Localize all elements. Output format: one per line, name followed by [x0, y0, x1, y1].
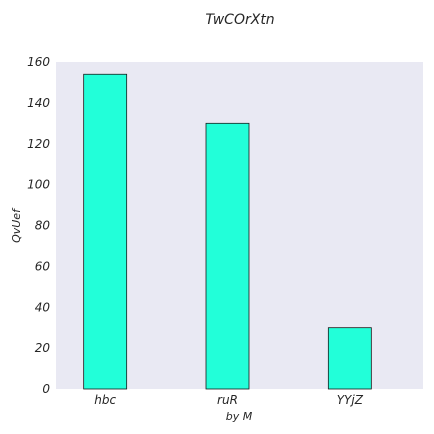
bar-hbc: [83, 73, 128, 390]
x-tick-label: YYjZ: [337, 393, 364, 407]
y-tick-label: 160: [27, 55, 50, 69]
y-tick-label: 60: [35, 259, 51, 273]
y-axis-label: QvUef: [10, 207, 23, 243]
y-tick-label: 80: [35, 219, 51, 233]
y-tick-label: 20: [35, 341, 51, 355]
bar-yyjz: [327, 327, 372, 390]
x-axis-label: by M: [226, 410, 253, 423]
y-tick-label: 100: [27, 178, 50, 192]
x-tick-label: ruR: [217, 393, 238, 407]
x-tick-label: hbc: [94, 393, 116, 407]
y-tick-label: 0: [42, 382, 50, 396]
bar-rur: [205, 122, 250, 390]
y-tick-label: 40: [35, 300, 51, 314]
chart-title: TwCOrXtn: [205, 12, 274, 28]
y-tick-label: 140: [27, 96, 50, 110]
y-tick-label: 120: [27, 137, 50, 151]
